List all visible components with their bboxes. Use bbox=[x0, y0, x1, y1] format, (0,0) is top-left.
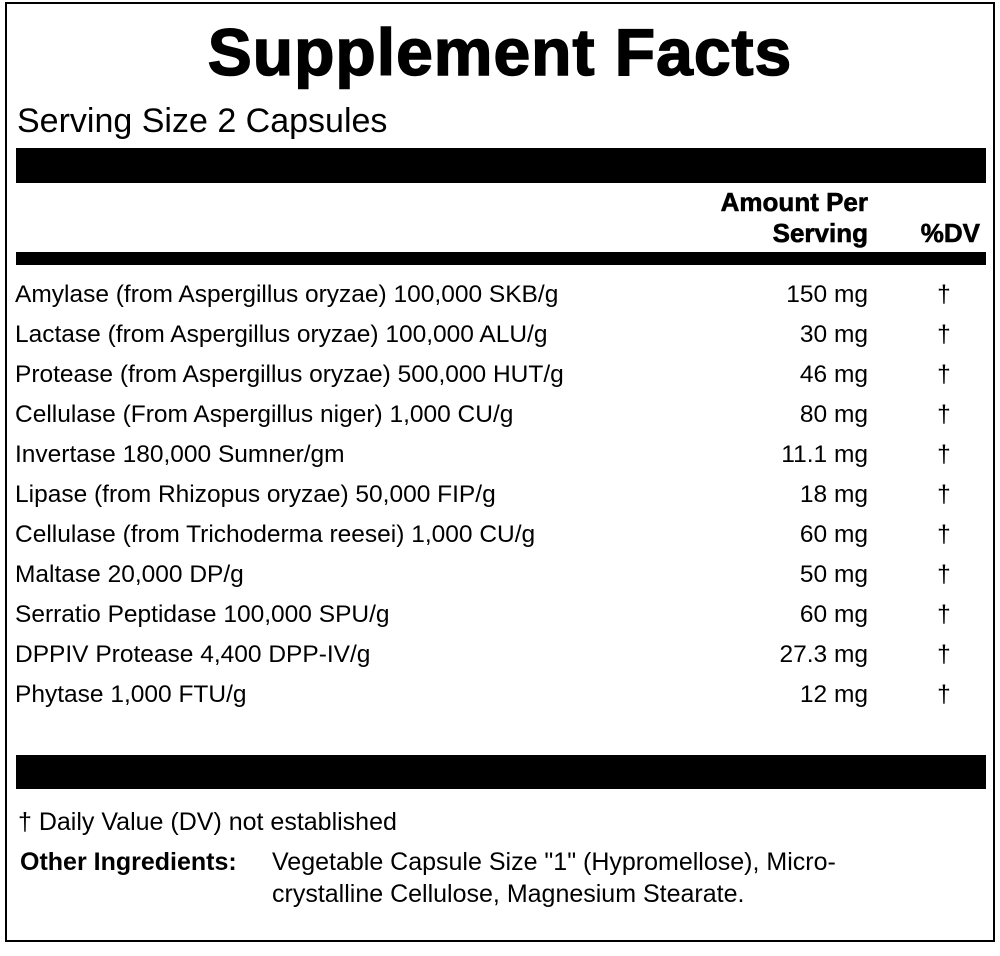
ingredient-amount: 60 mg bbox=[799, 601, 868, 628]
ingredient-name: Maltase 20,000 DP/g bbox=[15, 561, 244, 588]
ingredient-amount: 11.1 mg bbox=[781, 441, 868, 468]
ingredient-name: Serratio Peptidase 100,000 SPU/g bbox=[15, 601, 390, 628]
other-ingredients-label: Other Ingredients: bbox=[20, 848, 237, 876]
ingredient-name: Phytase 1,000 FTU/g bbox=[15, 681, 247, 708]
ingredient-dv: † bbox=[937, 521, 951, 548]
ingredient-dv: † bbox=[937, 641, 951, 668]
ingredient-dv: † bbox=[937, 401, 951, 428]
title: Supplement Facts bbox=[207, 14, 793, 90]
ingredient-dv: † bbox=[937, 561, 951, 588]
thick-rule bbox=[16, 755, 986, 789]
ingredient-amount: 46 mg bbox=[799, 361, 868, 388]
ingredient-amount: 60 mg bbox=[799, 521, 868, 548]
ingredient-name: Lactase (from Aspergillus oryzae) 100,00… bbox=[15, 321, 548, 348]
ingredient-dv: † bbox=[937, 601, 951, 628]
ingredient-name: Protease (from Aspergillus oryzae) 500,0… bbox=[15, 361, 564, 388]
ingredient-name: Cellulase (from Trichoderma reesei) 1,00… bbox=[15, 521, 536, 548]
ingredient-dv: † bbox=[937, 281, 951, 308]
ingredient-amount: 12 mg bbox=[799, 681, 868, 708]
ingredient-dv: † bbox=[937, 681, 951, 708]
amount-header: Amount Per bbox=[720, 187, 868, 218]
amount-header: Serving bbox=[772, 218, 868, 249]
ingredient-amount: 50 mg bbox=[799, 561, 868, 588]
ingredient-dv: † bbox=[937, 321, 951, 348]
footnote: † Daily Value (DV) not established bbox=[18, 808, 397, 836]
other-ingredients-text: crystalline Cellulose, Magnesium Stearat… bbox=[272, 880, 745, 908]
thick-rule bbox=[16, 148, 986, 183]
ingredient-amount: 80 mg bbox=[799, 401, 868, 428]
other-ingredients-text: Vegetable Capsule Size "1" (Hypromellose… bbox=[272, 848, 836, 876]
ingredient-name: DPPIV Protease 4,400 DPP-IV/g bbox=[15, 641, 371, 668]
ingredient-name: Amylase (from Aspergillus oryzae) 100,00… bbox=[15, 281, 559, 308]
ingredient-amount: 30 mg bbox=[799, 321, 868, 348]
ingredient-name: Invertase 180,000 Sumner/gm bbox=[15, 441, 345, 468]
ingredient-dv: † bbox=[937, 441, 951, 468]
dv-header: %DV bbox=[920, 218, 980, 249]
ingredient-name: Lipase (from Rhizopus oryzae) 50,000 FIP… bbox=[15, 481, 496, 508]
serving-size: Serving Size 2 Capsules bbox=[17, 102, 388, 140]
ingredient-dv: † bbox=[937, 481, 951, 508]
ingredient-name: Cellulase (From Aspergillus niger) 1,000… bbox=[15, 401, 514, 428]
medium-rule bbox=[16, 252, 986, 265]
ingredient-amount: 27.3 mg bbox=[779, 641, 868, 668]
ingredient-dv: † bbox=[937, 361, 951, 388]
ingredient-amount: 150 mg bbox=[786, 281, 868, 308]
label-border bbox=[5, 2, 995, 942]
ingredient-amount: 18 mg bbox=[799, 481, 868, 508]
